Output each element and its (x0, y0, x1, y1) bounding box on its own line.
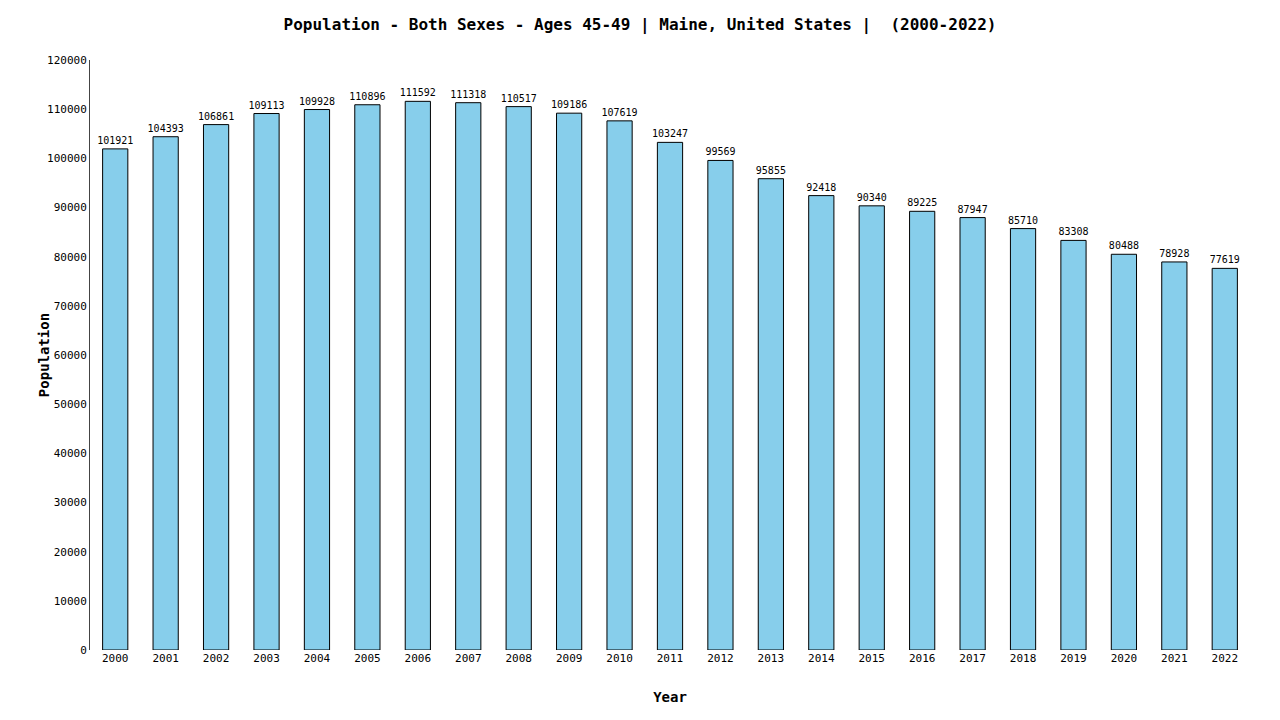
svg-text:109186: 109186 (551, 99, 587, 110)
svg-text:2010: 2010 (606, 652, 633, 665)
svg-text:107619: 107619 (602, 107, 638, 118)
svg-text:109928: 109928 (299, 96, 335, 107)
svg-text:Population - Both Sexes - Ages: Population - Both Sexes - Ages 45-49 | M… (284, 15, 997, 35)
svg-text:70000: 70000 (54, 300, 87, 313)
svg-text:89225: 89225 (907, 197, 937, 208)
svg-text:40000: 40000 (54, 447, 87, 460)
svg-text:2001: 2001 (152, 652, 179, 665)
svg-text:83308: 83308 (1058, 226, 1088, 237)
svg-text:2005: 2005 (354, 652, 381, 665)
svg-text:2011: 2011 (657, 652, 684, 665)
svg-text:99569: 99569 (705, 146, 735, 157)
svg-text:2019: 2019 (1060, 652, 1087, 665)
svg-text:103247: 103247 (652, 128, 688, 139)
svg-text:90000: 90000 (54, 201, 87, 214)
svg-text:85710: 85710 (1008, 215, 1038, 226)
svg-text:95855: 95855 (756, 165, 786, 176)
svg-text:77619: 77619 (1210, 254, 1240, 265)
svg-text:106861: 106861 (198, 111, 234, 122)
svg-text:2000: 2000 (102, 652, 129, 665)
svg-text:109113: 109113 (248, 100, 284, 111)
svg-text:87947: 87947 (958, 204, 988, 215)
svg-text:2020: 2020 (1111, 652, 1138, 665)
svg-text:2015: 2015 (858, 652, 885, 665)
svg-text:2004: 2004 (304, 652, 331, 665)
svg-text:2007: 2007 (455, 652, 482, 665)
svg-text:50000: 50000 (54, 398, 87, 411)
svg-text:92418: 92418 (806, 182, 836, 193)
svg-text:2009: 2009 (556, 652, 583, 665)
svg-text:2012: 2012 (707, 652, 734, 665)
svg-text:90340: 90340 (857, 192, 887, 203)
svg-text:2014: 2014 (808, 652, 835, 665)
svg-text:110000: 110000 (47, 103, 87, 116)
svg-text:80000: 80000 (54, 251, 87, 264)
svg-text:111318: 111318 (450, 89, 486, 100)
svg-text:101921: 101921 (97, 135, 133, 146)
svg-text:2016: 2016 (909, 652, 936, 665)
svg-text:20000: 20000 (54, 546, 87, 559)
svg-text:78928: 78928 (1159, 248, 1189, 259)
svg-text:111592: 111592 (400, 87, 436, 98)
svg-text:2006: 2006 (405, 652, 432, 665)
svg-text:2022: 2022 (1212, 652, 1239, 665)
svg-text:60000: 60000 (54, 349, 87, 362)
svg-text:110517: 110517 (501, 93, 537, 104)
svg-text:100000: 100000 (47, 152, 87, 165)
svg-text:10000: 10000 (54, 595, 87, 608)
svg-text:2008: 2008 (505, 652, 532, 665)
svg-text:0: 0 (80, 644, 87, 657)
svg-text:120000: 120000 (47, 54, 87, 67)
svg-text:80488: 80488 (1109, 240, 1139, 251)
svg-text:2017: 2017 (959, 652, 986, 665)
svg-text:110896: 110896 (349, 91, 385, 102)
svg-text:Population: Population (36, 313, 52, 397)
svg-text:Year: Year (653, 689, 687, 705)
svg-text:2018: 2018 (1010, 652, 1037, 665)
svg-text:2013: 2013 (758, 652, 785, 665)
svg-text:30000: 30000 (54, 496, 87, 509)
svg-text:2002: 2002 (203, 652, 230, 665)
svg-text:2003: 2003 (253, 652, 280, 665)
svg-text:104393: 104393 (148, 123, 184, 134)
svg-text:2021: 2021 (1161, 652, 1188, 665)
